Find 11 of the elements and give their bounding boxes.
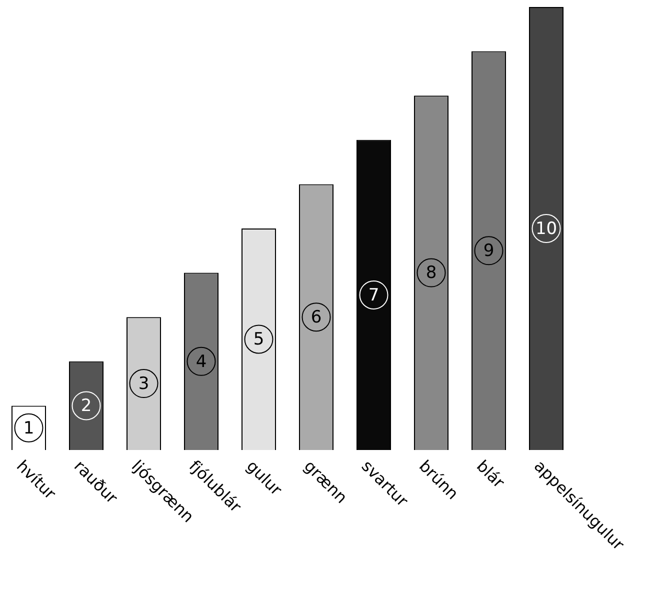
data-label: 5	[253, 330, 264, 350]
data-label: 9	[483, 241, 494, 262]
data-label: 4	[196, 352, 207, 372]
data-label: 6	[310, 308, 322, 328]
data-label: 7	[368, 285, 380, 306]
data-label: 8	[426, 263, 437, 284]
data-label: 10	[535, 218, 558, 239]
x-tick-label: blár	[472, 456, 509, 492]
data-label: 3	[138, 374, 150, 394]
data-label: 2	[80, 396, 92, 416]
data-label: 1	[23, 418, 34, 438]
